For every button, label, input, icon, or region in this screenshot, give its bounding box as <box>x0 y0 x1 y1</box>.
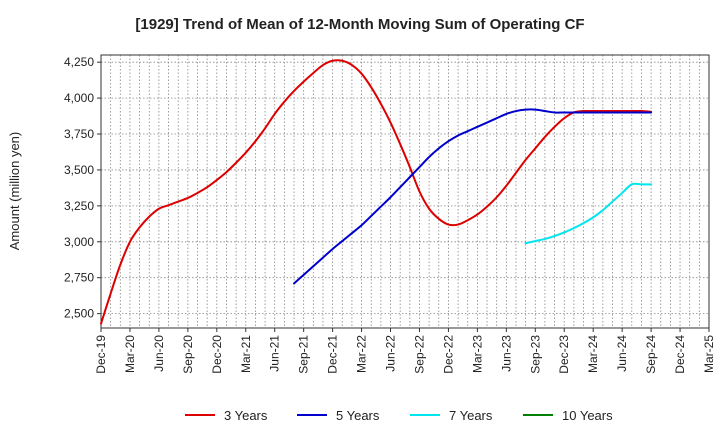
series-lines <box>100 59 653 325</box>
x-tick-label: Dec-22 <box>441 335 455 374</box>
y-axis: 2,500 2,750 3,000 3,250 3,500 3,750 4,000 4,250 <box>64 55 101 321</box>
y-axis-label: Amount (million yen) <box>7 132 22 251</box>
y-tick-label: 4,250 <box>64 55 94 69</box>
x-tick-label: Jun-20 <box>152 335 166 372</box>
x-tick-label: Dec-21 <box>326 335 340 374</box>
y-tick-label: 3,750 <box>64 127 94 141</box>
x-tick-label: Jun-24 <box>615 335 629 372</box>
x-tick-label: Jun-22 <box>384 335 398 372</box>
x-tick-label: Dec-20 <box>210 335 224 374</box>
x-tick-label: Sep-21 <box>297 335 311 374</box>
x-tick-label: Jun-23 <box>499 335 513 372</box>
grid <box>100 55 710 328</box>
x-tick-label: Sep-20 <box>181 335 195 374</box>
x-tick-label: Mar-23 <box>470 335 484 373</box>
legend-label: 7 Years <box>449 408 493 423</box>
x-tick-label: Sep-22 <box>412 335 426 374</box>
x-tick-label: Dec-24 <box>673 335 687 374</box>
x-tick-label: Mar-20 <box>123 335 137 373</box>
series-line-7-years <box>524 182 653 245</box>
legend-label: 10 Years <box>562 408 613 423</box>
series-line-3-years <box>100 59 653 325</box>
x-tick-label: Mar-22 <box>355 335 369 373</box>
legend-label: 5 Years <box>336 408 380 423</box>
x-tick-label: Mar-25 <box>702 335 716 373</box>
legend: 3 Years 5 Years 7 Years 10 Years <box>185 408 613 423</box>
plot-frame <box>100 54 710 329</box>
x-tick-label: Jun-21 <box>268 335 282 372</box>
series-line-5-years <box>293 108 653 285</box>
x-tick-label: Mar-24 <box>586 335 600 373</box>
y-tick-label: 2,750 <box>64 271 94 285</box>
y-tick-label: 3,500 <box>64 163 94 177</box>
x-axis: Dec-19 Mar-20 Jun-20 Sep-20 Dec-20 Mar-21 Jun-… <box>94 328 716 374</box>
x-tick-label: Mar-21 <box>239 335 253 373</box>
y-tick-label: 3,000 <box>64 235 94 249</box>
x-tick-label: Dec-23 <box>557 335 571 374</box>
y-tick-label: 2,500 <box>64 307 94 321</box>
chart-title: [1929] Trend of Mean of 12-Month Moving … <box>135 16 584 33</box>
x-tick-label: Sep-24 <box>644 335 658 374</box>
y-tick-label: 4,000 <box>64 91 94 105</box>
x-tick-label: Dec-19 <box>94 335 108 374</box>
y-tick-label: 3,250 <box>64 199 94 213</box>
x-tick-label: Sep-23 <box>528 335 542 374</box>
legend-label: 3 Years <box>224 408 268 423</box>
